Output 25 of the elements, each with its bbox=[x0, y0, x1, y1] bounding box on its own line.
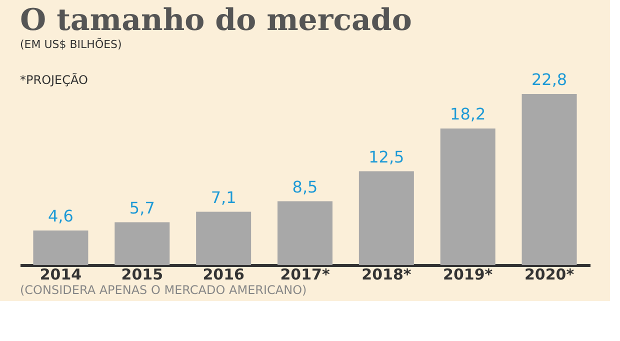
bar bbox=[440, 128, 496, 265]
data-label: 22,8 bbox=[531, 70, 568, 89]
bar bbox=[278, 201, 332, 265]
data-label: 4,6 bbox=[48, 206, 74, 226]
x-tick-label: 2017* bbox=[280, 266, 330, 284]
text: *PROJEÇÃO bbox=[20, 72, 88, 87]
x-tick-label: 2015 bbox=[121, 266, 164, 284]
x-tick-label: 2016 bbox=[202, 266, 244, 284]
chart-subtitle: (EM US$ BILHÕES) bbox=[20, 37, 122, 51]
data-label: 8,5 bbox=[292, 177, 318, 196]
data-label: 12,5 bbox=[368, 147, 404, 166]
chart-title: O tamanho do mercado bbox=[20, 3, 412, 38]
data-label: 5,7 bbox=[129, 198, 155, 218]
data-label: 18,2 bbox=[450, 104, 486, 124]
x-tick-label: 2014 bbox=[40, 266, 82, 284]
bar bbox=[114, 222, 170, 265]
data-label: 7,1 bbox=[210, 188, 236, 207]
bar bbox=[522, 94, 577, 265]
bar bbox=[358, 171, 414, 265]
bar bbox=[196, 212, 252, 265]
x-tick-label: 2019* bbox=[443, 266, 493, 284]
text: (CONSIDERA APENAS O MERCADO AMERICANO) bbox=[20, 283, 307, 297]
bar bbox=[33, 230, 88, 265]
x-tick-label: 2018* bbox=[362, 266, 412, 284]
x-tick-label: 2020* bbox=[524, 266, 574, 284]
